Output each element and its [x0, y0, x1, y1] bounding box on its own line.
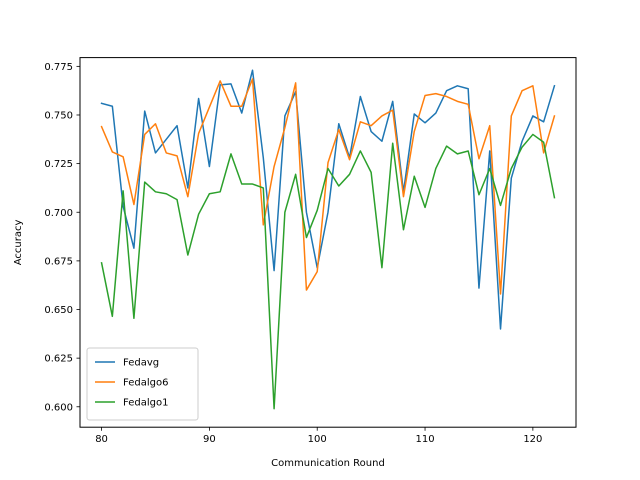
legend-label-fedalgo6: Fedalgo6 [123, 378, 168, 389]
y-tick-label: 0.650 [44, 305, 73, 316]
series-layer [100, 69, 556, 410]
legend-label-fedavg: Fedavg [123, 358, 159, 369]
legend-label-fedalgo1: Fedalgo1 [123, 398, 168, 409]
y-axis-ticks: 0.600 0.625 0.650 0.675 0.700 0.725 0.750 0.775 [44, 62, 80, 413]
series-line-fedalgo1 [100, 133, 556, 410]
y-axis-label: Accuracy [13, 219, 24, 265]
series-line-fedavg [100, 69, 556, 330]
x-axis-ticks: 80 90 100 110 120 [95, 427, 542, 445]
x-tick-label: 120 [523, 434, 542, 445]
legend: Fedavg Fedalgo6 Fedalgo1 [86, 347, 199, 421]
x-tick-label: 110 [415, 434, 434, 445]
y-tick-label: 0.600 [44, 402, 73, 413]
x-tick-label: 90 [203, 434, 216, 445]
y-tick-label: 0.775 [44, 62, 73, 73]
y-tick-label: 0.750 [44, 111, 73, 122]
y-tick-label: 0.700 [44, 208, 73, 219]
x-tick-label: 100 [308, 434, 327, 445]
series-line-fedalgo6 [100, 78, 556, 295]
y-tick-label: 0.675 [44, 256, 73, 267]
x-tick-label: 80 [95, 434, 108, 445]
y-tick-label: 0.625 [44, 354, 73, 365]
y-tick-label: 0.725 [44, 159, 73, 170]
plot-area-frame [79, 57, 577, 428]
x-axis-label: Communication Round [271, 458, 385, 469]
